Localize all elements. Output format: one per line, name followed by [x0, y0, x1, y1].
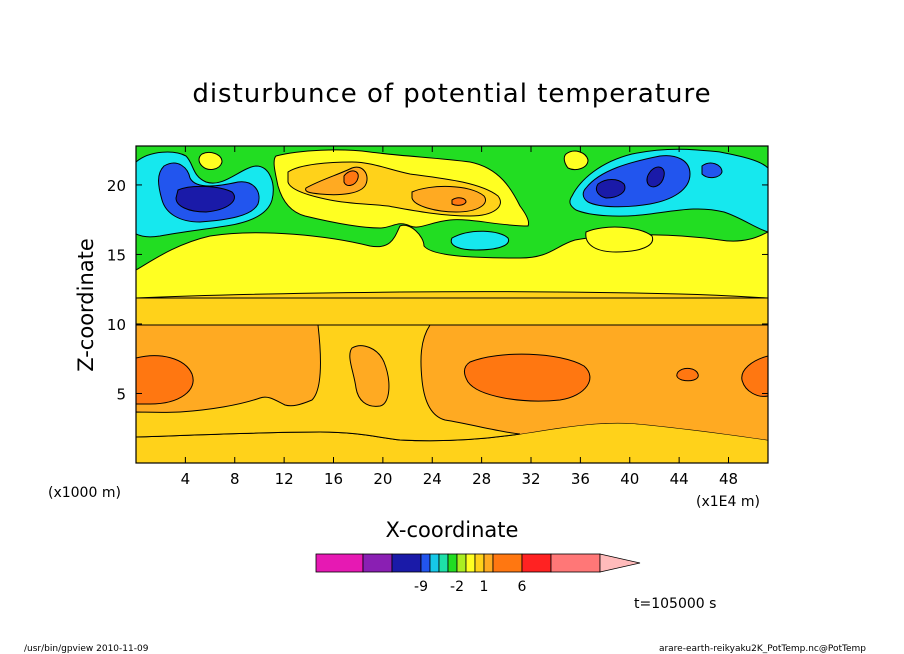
- colorbar-label-3: 6: [518, 579, 527, 595]
- y-tick-label-2: 15: [107, 246, 126, 264]
- x-tick-label-8: 36: [571, 470, 590, 488]
- y-tick-label-1: 10: [107, 316, 126, 334]
- colorbar: [315, 553, 641, 573]
- colorbar-swatch-5: [438, 553, 449, 573]
- colorbar-swatch-9: [474, 553, 485, 573]
- colorbar-swatch-4: [429, 553, 440, 573]
- band-dark-orange-mid: [463, 353, 591, 402]
- colorbar-swatch-3: [420, 553, 431, 573]
- colorbar-arrow: [599, 553, 641, 573]
- x-unit-left: (x1000 m): [48, 485, 121, 501]
- colorbar-label-1: -2: [450, 579, 464, 595]
- x-tick-label-4: 20: [373, 470, 392, 488]
- colorbar-swatch-12: [521, 553, 552, 573]
- x-tick-label-0: 4: [181, 470, 191, 488]
- x-tick-label-1: 8: [230, 470, 240, 488]
- contour-field: [136, 146, 768, 463]
- colorbar-label-0: -9: [414, 579, 428, 595]
- x-tick-label-2: 12: [275, 470, 294, 488]
- colorbar-swatch-10: [483, 553, 494, 573]
- x-tick-label-10: 44: [670, 470, 689, 488]
- colorbar-swatch-1: [362, 553, 393, 573]
- colorbar-swatch-6: [447, 553, 458, 573]
- colorbar-swatch-2: [391, 553, 422, 573]
- colorbar-swatch-8: [465, 553, 476, 573]
- band-navy-left: [175, 185, 235, 213]
- band-dark-orange-left: [136, 355, 194, 405]
- chart-title: disturbunce of potential temperature: [192, 79, 711, 109]
- x-tick-label-3: 16: [324, 470, 343, 488]
- colorbar-swatch-7: [456, 553, 467, 573]
- x-tick-label-11: 48: [719, 470, 738, 488]
- footer-left: /usr/bin/gpview 2010-11-09: [24, 644, 149, 654]
- x-unit-right: (x1E4 m): [696, 494, 760, 510]
- colorbar-label-2: 1: [480, 579, 489, 595]
- y-axis-ticks: 5 10 15 20: [107, 177, 768, 403]
- colorbar-swatch-13: [550, 553, 601, 573]
- time-label: t=105000 s: [634, 596, 716, 612]
- plot-frame: [135, 145, 769, 464]
- y-tick-label-3: 20: [107, 177, 126, 195]
- band-navy-right: [595, 179, 626, 199]
- x-axis-ticks: 4 8 12 16 20 24 28 32 36 40 44 48: [181, 146, 738, 488]
- y-tick-label-0: 5: [116, 385, 126, 403]
- y-axis-label: Z-coordinate: [74, 238, 98, 372]
- colorbar-swatch-0: [315, 553, 364, 573]
- footer-right: arare-earth-reikyaku2K_PotTemp.nc@PotTem…: [659, 644, 866, 654]
- x-tick-label-9: 40: [620, 470, 639, 488]
- x-tick-label-5: 24: [423, 470, 442, 488]
- x-tick-label-6: 28: [472, 470, 491, 488]
- colorbar-swatch-11: [492, 553, 523, 573]
- colorbar-labels: -9 -2 1 6: [414, 579, 527, 595]
- x-tick-label-7: 32: [521, 470, 540, 488]
- x-axis-label: X-coordinate: [386, 518, 519, 542]
